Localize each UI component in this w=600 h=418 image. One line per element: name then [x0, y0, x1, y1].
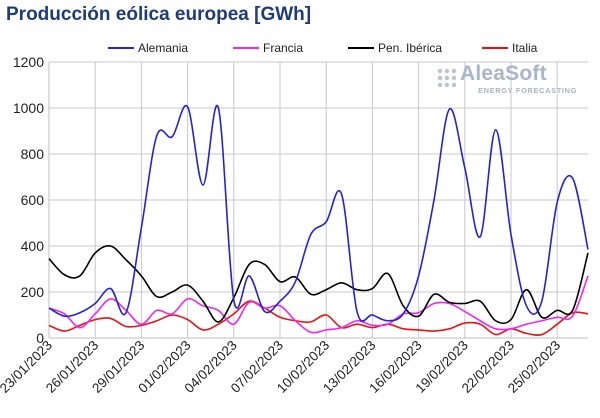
series-layer [48, 104, 589, 336]
y-tick-label: 1200 [13, 54, 44, 70]
y-tick-label: 0 [36, 330, 44, 346]
series-line-francia [48, 275, 589, 334]
series-line-alemania [48, 104, 589, 322]
logo-subtitle: ENERGY FORECASTING [478, 86, 578, 95]
legend: Alemania Francia Pen. Ibérica Italia [108, 41, 538, 55]
axis-layer: 02004006008001000120023/01/202326/01/202… [0, 54, 588, 396]
series-line-italia [48, 300, 589, 336]
legend-label-alemania: Alemania [138, 41, 188, 55]
logo-dots-icon [437, 68, 457, 88]
y-tick-label: 600 [21, 192, 45, 208]
y-tick-label: 200 [21, 284, 45, 300]
logo-name: AleaSoft [460, 62, 547, 85]
y-tick-label: 1000 [13, 100, 44, 116]
series-line-pen-ib-rica [48, 244, 589, 325]
y-tick-label: 800 [21, 146, 45, 162]
grid-layer [48, 61, 588, 339]
chart-title: Producción eólica europea [GWh] [6, 4, 312, 25]
y-tick-label: 400 [21, 238, 45, 254]
legend-label-pen-ib-rica: Pen. Ibérica [378, 41, 442, 55]
legend-label-francia: Francia [263, 41, 303, 55]
aleasoft-logo: AleaSoft ENERGY FORECASTING [434, 62, 584, 98]
legend-label-italia: Italia [512, 41, 538, 55]
